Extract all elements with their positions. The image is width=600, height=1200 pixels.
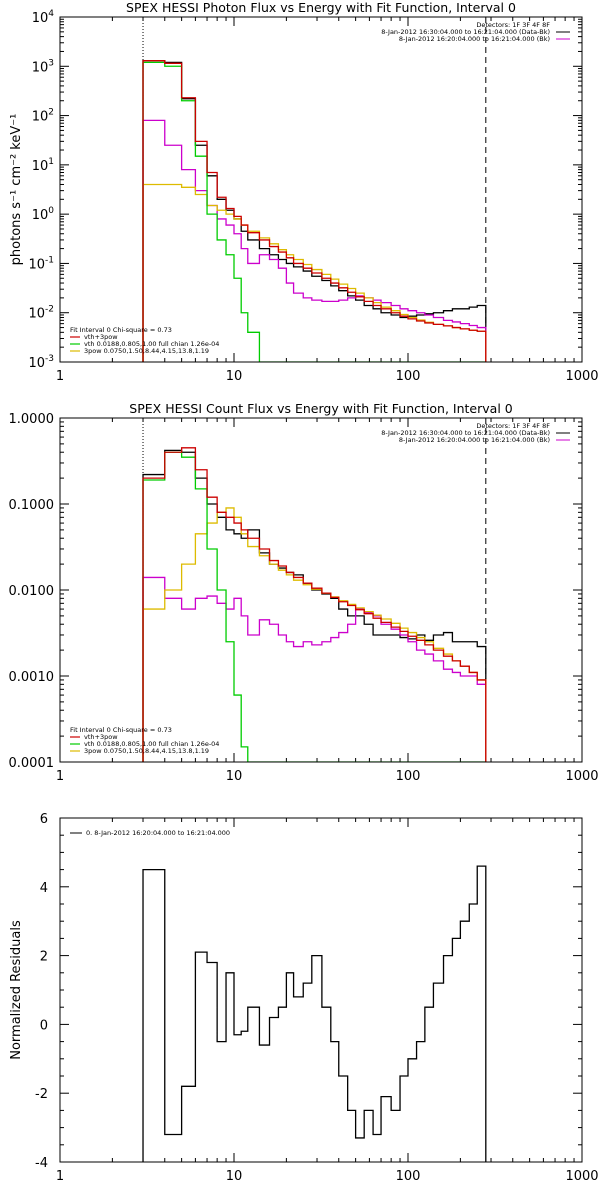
fit-legend-header: Fit Interval 0 Chi-square = 0.73 [70, 326, 172, 334]
x-tick-label: 100 [396, 369, 421, 384]
y-tick-label: 4 [40, 881, 48, 896]
series-data-bk [142, 60, 487, 362]
series-data-bk [142, 449, 487, 762]
x-tick-label: 100 [396, 1169, 421, 1184]
legend-top-text: 8-Jan-2012 16:30:04.000 to 16:21:04.000 … [381, 429, 550, 437]
chart-panel-2: SPEX HESSI Count Flux vs Energy with Fit… [9, 401, 599, 784]
x-tick-label: 1000 [565, 369, 598, 384]
plot-frame [59, 16, 583, 363]
y-axis-label: photons s⁻¹ cm⁻² keV⁻¹ [9, 114, 24, 266]
y-tick-label: 6 [40, 812, 48, 827]
chart-panel-1: SPEX HESSI Photon Flux vs Energy with Fi… [9, 0, 599, 384]
fit-legend-text: vth 0.0188,0.805,1.00 full chian 1.26e-0… [84, 340, 219, 348]
y-tick-label: 101 [32, 157, 54, 174]
fit-legend-header: Fit Interval 0 Chi-square = 0.73 [70, 726, 172, 734]
x-tick-label: 10 [226, 369, 243, 384]
y-tick-label: 1.0000 [9, 412, 55, 427]
y-tick-label: 0 [40, 1018, 48, 1033]
series-vth-3pow [142, 60, 487, 362]
y-axis-label: Normalized Residuals [9, 920, 24, 1060]
y-tick-exp: 1 [48, 157, 54, 167]
y-tick-exp: 3 [48, 58, 54, 68]
y-tick-base: 10 [28, 307, 45, 322]
x-tick-label: 1000 [565, 1169, 598, 1184]
y-tick-exp: 4 [48, 9, 54, 19]
x-tick-label: 10 [226, 1169, 243, 1184]
fit-legend-text: 3pow 0.0750,1.50,8.44,4.15,13.8,1.19 [84, 747, 209, 755]
y-tick-label: 104 [32, 9, 55, 26]
series-bk [142, 119, 487, 362]
x-tick-label: 1 [56, 1169, 64, 1184]
legend-top-text: Detectors: 1F 3F 4F 8F [476, 422, 550, 430]
series-vth [142, 61, 486, 362]
y-tick-label: 2 [40, 950, 48, 965]
legend-top-text: Detectors: 1F 3F 4F 8F [476, 21, 550, 29]
y-tick-label: -2 [35, 1087, 48, 1102]
series-vth [142, 451, 486, 762]
y-tick-label: 10-3 [28, 354, 54, 371]
y-tick-base: 10 [32, 159, 49, 174]
y-tick-label: 0.1000 [9, 498, 55, 513]
legend-top-text: 8-Jan-2012 16:20:04.000 to 16:21:04.000 … [399, 35, 550, 43]
chart-title: SPEX HESSI Count Flux vs Energy with Fit… [129, 401, 512, 416]
x-tick-label: 100 [396, 769, 421, 784]
y-tick-label: 103 [32, 58, 54, 75]
y-tick-base: 10 [32, 110, 49, 125]
plot-frame [59, 817, 583, 1163]
y-tick-label: 10-1 [28, 255, 54, 272]
y-tick-exp: 2 [48, 108, 54, 118]
series-residuals [142, 865, 487, 1162]
y-tick-exp: -2 [45, 305, 54, 315]
y-tick-label: 0.0100 [9, 584, 55, 599]
legend-top-text: 8-Jan-2012 16:20:04.000 to 16:21:04.000 … [399, 436, 550, 444]
x-tick-label: 10 [226, 769, 243, 784]
fit-legend-text: vth 0.0188,0.805,1.00 full chian 1.26e-0… [84, 740, 219, 748]
plot-frame [59, 417, 583, 763]
y-tick-base: 10 [32, 208, 49, 223]
x-tick-label: 1 [56, 769, 64, 784]
y-tick-label: 0.0010 [9, 670, 55, 685]
plot-area [142, 60, 487, 362]
y-tick-label: -4 [35, 1156, 48, 1171]
x-tick-label: 1 [56, 369, 64, 384]
y-tick-label: 100 [32, 206, 55, 223]
fit-legend-text: vth+3pow [84, 333, 118, 341]
plot-area [142, 865, 487, 1162]
series-bk [142, 576, 487, 762]
y-tick-exp: 0 [48, 206, 54, 216]
y-tick-base: 10 [32, 60, 49, 75]
y-tick-base: 10 [28, 257, 45, 272]
y-tick-label: 102 [32, 108, 54, 125]
legend-top-text: 8-Jan-2012 16:30:04.000 to 16:21:04.000 … [381, 28, 550, 36]
fit-legend-text: vth+3pow [84, 733, 118, 741]
x-tick-label: 1000 [565, 769, 598, 784]
y-tick-exp: -3 [45, 354, 54, 364]
chart-title: SPEX HESSI Photon Flux vs Energy with Fi… [126, 0, 516, 15]
y-tick-exp: -1 [45, 255, 54, 265]
y-tick-label: 10-2 [28, 305, 54, 322]
y-tick-label: 0.0001 [9, 756, 55, 771]
y-tick-base: 10 [28, 356, 45, 371]
plot-area [142, 447, 487, 762]
chart-panel-3: 1 10 100 1000 -4 -2 0 2 4 6 Normalized Residuals 0.… [9, 812, 599, 1184]
y-tick-base: 10 [32, 11, 49, 26]
series-vth-3pow [142, 447, 487, 762]
fit-legend-text: 3pow 0.0750,1.50,8.44,4.15,13.8,1.19 [84, 347, 209, 355]
legend-text: 0. 8-Jan-2012 16:20:04.000 to 16:21:04.0… [86, 829, 230, 837]
